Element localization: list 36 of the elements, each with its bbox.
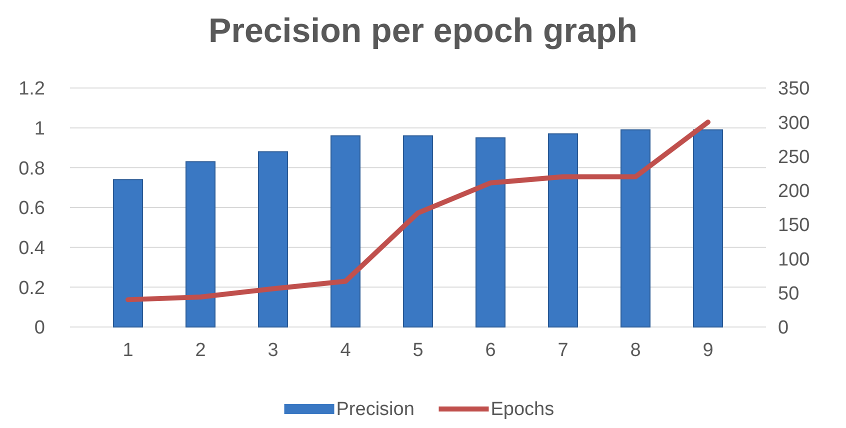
bar: [186, 161, 216, 328]
y-tick-label: 0.4: [18, 238, 46, 259]
y2-tick-label: 200: [778, 181, 810, 202]
y2-tick-label: 150: [778, 215, 810, 236]
x-tick-label: 5: [412, 340, 424, 361]
y-tick-label: 0.6: [18, 198, 45, 220]
y-tick-label: 1: [34, 118, 45, 140]
bar: [476, 137, 506, 328]
legend-label: Precision: [336, 399, 414, 420]
x-tick-label: 3: [268, 340, 278, 361]
y2-tick-label: 100: [778, 249, 810, 270]
y2-tick-label: 300: [778, 112, 810, 134]
x-tick-label: 1: [122, 340, 134, 361]
legend-label: Epochs: [490, 399, 554, 420]
bar: [113, 179, 143, 328]
x-tick-label: 6: [485, 340, 496, 361]
y2-tick-label: 50: [778, 284, 800, 305]
y-tick-label: 0.8: [18, 158, 45, 180]
chart-title: Precision per epoch graph: [208, 12, 638, 50]
bar: [693, 129, 723, 328]
x-tick-label: 4: [340, 340, 352, 361]
x-tick-label: 8: [630, 340, 641, 361]
y-tick-label: 0: [34, 318, 45, 339]
bar: [403, 135, 433, 328]
bar: [620, 129, 650, 328]
bar: [548, 133, 578, 328]
y-tick-label: 1.2: [18, 78, 45, 100]
y2-tick-label: 0: [778, 318, 789, 339]
x-tick-label: 9: [702, 340, 714, 361]
x-tick-label: 7: [558, 340, 568, 361]
y2-tick-label: 250: [778, 146, 810, 168]
bar: [330, 135, 360, 328]
bar: [258, 151, 288, 328]
x-tick-label: 2: [195, 340, 206, 361]
y2-tick-label: 350: [778, 78, 810, 100]
y-tick-label: 0.2: [18, 278, 45, 299]
